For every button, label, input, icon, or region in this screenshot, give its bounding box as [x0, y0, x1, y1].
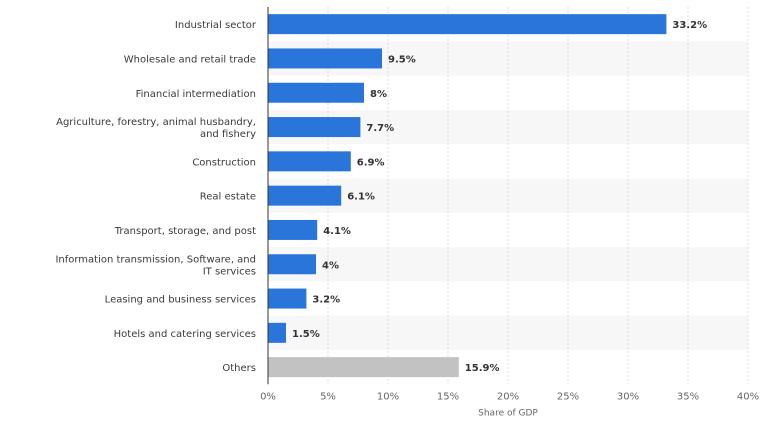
bar	[268, 288, 307, 309]
x-tick-label: 20%	[497, 391, 519, 402]
value-label: 1.5%	[292, 329, 320, 340]
category-label: Financial intermediation	[136, 89, 256, 100]
category-label: Construction	[192, 157, 256, 168]
category-label: Transport, storage, and post	[114, 226, 256, 237]
x-tick-label: 30%	[617, 391, 639, 402]
bar	[268, 185, 342, 206]
x-axis-title: Share of GDP	[478, 408, 538, 418]
x-tick-label: 0%	[260, 391, 276, 402]
x-tick-label: 25%	[557, 391, 579, 402]
category-label: Real estate	[200, 192, 256, 203]
bars	[268, 14, 667, 378]
value-label: 15.9%	[465, 363, 500, 374]
category-label: Information transmission, Software, and I…	[55, 254, 256, 277]
value-label: 8%	[370, 89, 387, 100]
category-label: Industrial sector	[175, 20, 257, 31]
x-tick-labels: 0% 5% 10% 15% 20% 25% 30% 35% 40%	[260, 391, 759, 402]
value-label: 4.1%	[323, 226, 351, 237]
value-label: 3.2%	[312, 295, 340, 306]
value-label: 7.7%	[366, 123, 394, 134]
bar	[268, 48, 382, 69]
bar	[268, 117, 361, 138]
category-label: Agriculture, forestry, animal husbandry,…	[56, 117, 256, 140]
value-label: 4%	[322, 260, 339, 271]
bar	[268, 322, 286, 343]
category-label: Leasing and business services	[105, 295, 256, 306]
category-label: Others	[222, 363, 256, 374]
value-label: 33.2%	[672, 20, 707, 31]
x-tick-label: 40%	[737, 391, 759, 402]
bar	[268, 219, 318, 240]
value-label: 6.9%	[357, 157, 385, 168]
bar	[268, 357, 459, 378]
category-label: Hotels and catering services	[114, 329, 256, 340]
bar	[268, 254, 316, 275]
bar	[268, 151, 351, 172]
value-label: 6.1%	[347, 192, 375, 203]
bar	[268, 82, 364, 103]
x-tick-label: 5%	[320, 391, 336, 402]
x-tick-label: 35%	[677, 391, 699, 402]
value-labels: 33.2% 9.5% 8% 7.7% 6.9% 6.1% 4.1% 4% 3.2% 1.5% 15.…	[292, 20, 707, 374]
x-tick-label: 10%	[377, 391, 399, 402]
category-label: Wholesale and retail trade	[124, 54, 256, 65]
bar	[268, 14, 667, 35]
x-tick-label: 15%	[437, 391, 459, 402]
value-label: 9.5%	[388, 54, 416, 65]
category-labels: Industrial sector Wholesale and retail tr…	[55, 20, 256, 374]
